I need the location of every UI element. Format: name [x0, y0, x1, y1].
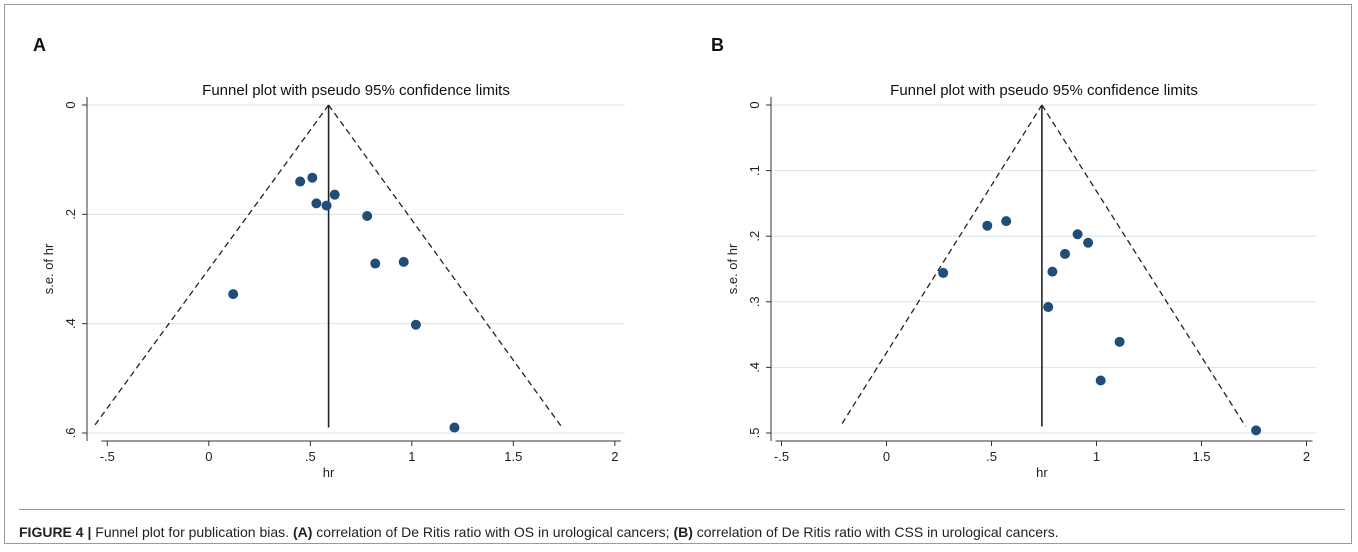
- y-axis-label: s.e. of hr: [41, 243, 56, 294]
- funnel-left-limit: [839, 104, 1043, 427]
- x-axis-label: hr: [1036, 465, 1048, 480]
- x-tick-label-5: 2: [611, 449, 618, 464]
- x-tick-label-2: .5: [305, 449, 316, 464]
- chart-title: Funnel plot with pseudo 95% confidence l…: [202, 82, 510, 99]
- data-point-8: [410, 319, 421, 330]
- y-axis-label: s.e. of hr: [725, 243, 740, 294]
- funnel-plot-a: 0 .2 .4 .6 -.5 0 .5 1 1.5 2 hr s.e. of hr Funnel plo…: [41, 82, 625, 480]
- data-point-6: [1047, 266, 1058, 277]
- data-point-9: [228, 289, 239, 300]
- x-tick-label-3: 1: [1093, 449, 1100, 464]
- panel-b: B 0 .1 .2 .3 .4 .5 -.5 0 .5 1 1.5 2 hr s.e. of hr Funn…: [689, 5, 1349, 480]
- x-tick-label-2: .5: [986, 449, 997, 464]
- caption-a-label: (A): [292, 524, 313, 540]
- x-axis-label: hr: [323, 465, 335, 480]
- x-tick-label-4: 1.5: [1192, 449, 1210, 464]
- y-tick-label-5: .5: [747, 428, 762, 439]
- x-tick-label-4: 1.5: [504, 449, 522, 464]
- y-tick-label-0: 0: [63, 101, 78, 108]
- data-point-1: [982, 220, 993, 231]
- y-tick-label-0: 0: [747, 101, 762, 108]
- data-point-4: [329, 189, 340, 200]
- caption-text-3: correlation of De Ritis ratio with CSS i…: [692, 524, 1059, 540]
- x-tick-label-3: 1: [408, 449, 415, 464]
- data-point-0: [295, 176, 306, 187]
- funnel-right-limit: [328, 104, 563, 428]
- data-point-10: [449, 422, 460, 433]
- figure-frame: A 0.2.4.6 -.5 0.5 1 1.5 2 hr s.e. of hr Funnel p…: [4, 4, 1352, 544]
- x-tick-label-5: 2: [1303, 449, 1310, 464]
- data-point-4: [1083, 237, 1094, 248]
- x-tick-label-0: -.5: [774, 449, 789, 464]
- data-point-1: [307, 172, 318, 183]
- y-tick-label-3: .3: [747, 296, 762, 307]
- x-tick-label-1: 0: [205, 449, 212, 464]
- y-tick-label-1: .2: [63, 209, 78, 220]
- y-tick-label-2: .2: [747, 231, 762, 242]
- data-point-9: [1095, 375, 1106, 386]
- figure-caption: FIGURE 4 | Funnel plot for publication b…: [19, 509, 1345, 542]
- data-point-6: [370, 258, 381, 269]
- data-point-5: [362, 210, 373, 221]
- x-tick-label-0: -.5: [100, 449, 115, 464]
- caption-figure-label: FIGURE 4 |: [19, 524, 92, 540]
- y-tick-label-4: .4: [747, 362, 762, 373]
- funnel-plot-b: 0 .1 .2 .3 .4 .5 -.5 0 .5 1 1.5 2 hr s.e. of hr Funnel…: [725, 82, 1317, 480]
- caption-b-label: (B): [673, 524, 693, 540]
- funnel-left-limit: [92, 104, 330, 428]
- panel-a: A 0 .2 .4 .6 -.5 0 .5 1 1.5 2 hr s.e. of hr Funnel p…: [5, 5, 685, 480]
- funnel-right-limit: [1041, 104, 1247, 427]
- y-tick-label-2: .4: [63, 318, 78, 329]
- y-tick-label-3: .6: [63, 428, 78, 439]
- panel-a-letter: A: [33, 35, 46, 55]
- data-point-3: [321, 200, 332, 211]
- y-tick-label-1: .1: [747, 165, 762, 176]
- data-point-2: [1001, 216, 1012, 227]
- chart-title: Funnel plot with pseudo 95% confidence l…: [890, 82, 1198, 99]
- data-point-5: [1060, 248, 1070, 259]
- x-tick-label-1: 0: [883, 449, 890, 464]
- panel-b-letter: B: [711, 35, 724, 55]
- data-point-7: [1043, 302, 1054, 313]
- data-point-0: [938, 267, 949, 278]
- data-point-3: [1072, 229, 1083, 240]
- data-point-8: [1114, 336, 1125, 347]
- caption-text-1: Funnel plot for publication bias.: [91, 524, 293, 540]
- data-point-7: [398, 256, 409, 267]
- data-point-2: [311, 198, 322, 209]
- data-point-10: [1251, 425, 1262, 436]
- caption-text-2: correlation of De Ritis ratio with OS in…: [312, 524, 674, 540]
